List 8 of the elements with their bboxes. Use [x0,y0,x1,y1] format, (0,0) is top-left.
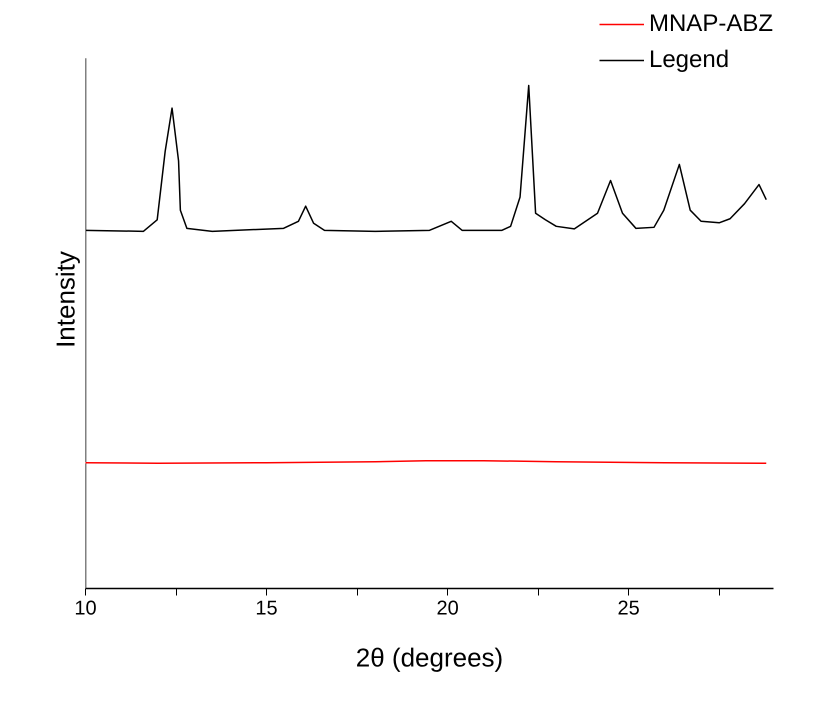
x-tick-label: 25 [618,598,640,620]
y-axis-title: Intensity [50,251,80,348]
x-tick-label: 15 [255,598,278,620]
x-tick-label: 20 [436,598,459,620]
legend-label: MNAP-ABZ [648,10,773,38]
x-tick-label: 10 [74,598,97,620]
x-axis-title: 2θ (degrees) [356,642,504,672]
legend-label: Legend [648,46,730,74]
